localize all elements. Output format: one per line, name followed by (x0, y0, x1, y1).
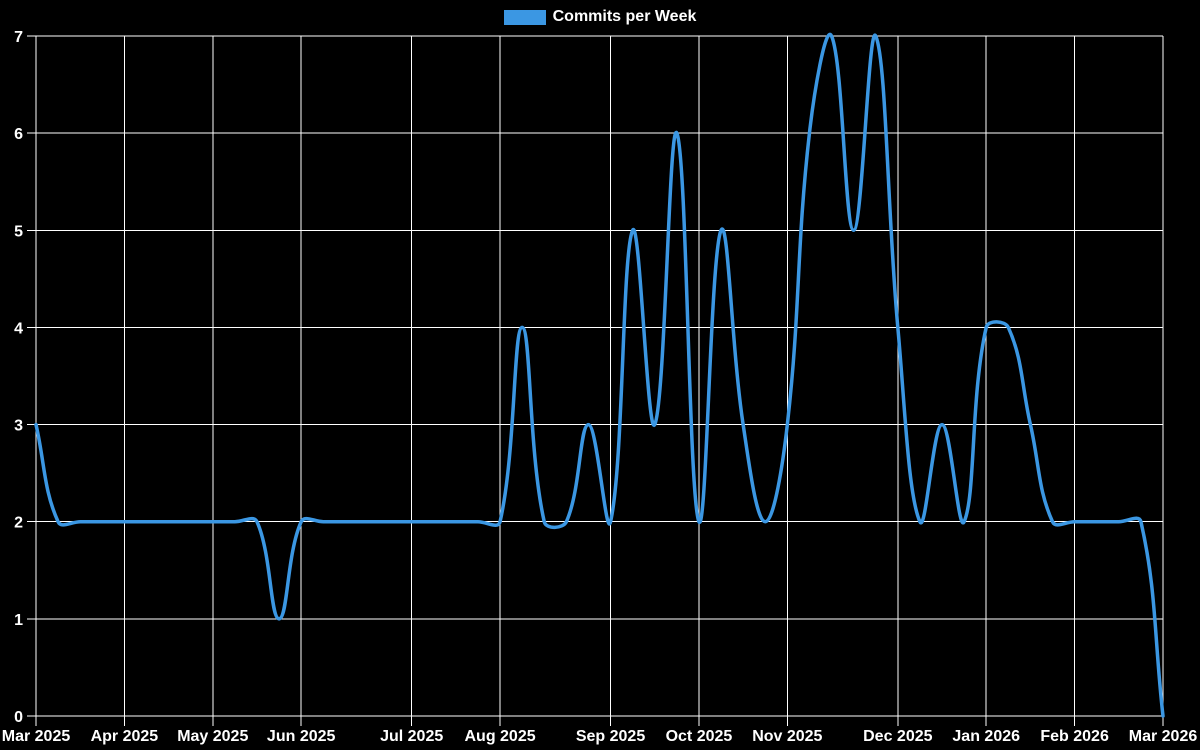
x-axis-label: Mar 2026 (1129, 728, 1198, 745)
x-axis-label: Dec 2025 (863, 728, 932, 745)
x-axis-label: Jun 2025 (267, 728, 336, 745)
legend-item-commits[interactable]: Commits per Week (503, 8, 697, 25)
x-axis-label: Nov 2025 (752, 728, 822, 745)
y-axis-label: 7 (14, 29, 23, 46)
commits-line (34, 32, 1165, 718)
y-axis-label: 5 (14, 223, 23, 240)
axis-ticks (27, 35, 1164, 726)
x-axis-label: Apr 2025 (91, 728, 159, 745)
legend-label: Commits per Week (552, 8, 697, 25)
legend-swatch (503, 9, 546, 25)
x-axis-label: Aug 2025 (464, 728, 535, 745)
y-axis-label: 3 (14, 418, 23, 435)
y-axis-label: 1 (14, 612, 23, 629)
x-axis-labels: Mar 2025 Apr 2025 May 2025 Jun 2025 Jul 2025… (2, 728, 1198, 745)
x-axis-label: Jul 2025 (380, 728, 443, 745)
y-axis-label: 4 (14, 320, 23, 337)
y-axis-labels: 0 1 2 3 4 5 6 7 (14, 29, 23, 726)
x-axis-label: Feb 2026 (1040, 728, 1109, 745)
y-axis-label: 6 (14, 126, 23, 143)
y-axis-label: 2 (14, 515, 23, 532)
x-axis-label: May 2025 (177, 728, 248, 745)
legend: Commits per Week (0, 9, 1200, 25)
y-axis-label: 0 (14, 709, 23, 726)
x-axis-label: Oct 2025 (666, 728, 733, 745)
x-axis-label: Jan 2026 (952, 728, 1020, 745)
x-axis-label: Mar 2025 (2, 728, 71, 745)
gridlines (35, 35, 1164, 717)
x-axis-label: Sep 2025 (576, 728, 645, 745)
